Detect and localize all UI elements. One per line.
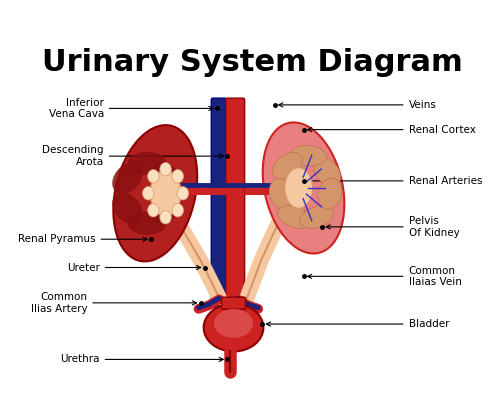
Ellipse shape: [204, 304, 264, 351]
FancyBboxPatch shape: [226, 98, 244, 308]
Ellipse shape: [278, 206, 312, 228]
Text: Veins: Veins: [278, 100, 436, 110]
Ellipse shape: [290, 146, 326, 166]
Text: Renal Pyramus: Renal Pyramus: [18, 234, 147, 244]
Ellipse shape: [114, 125, 197, 262]
Ellipse shape: [150, 170, 181, 216]
Ellipse shape: [270, 178, 293, 209]
FancyBboxPatch shape: [222, 297, 246, 309]
Ellipse shape: [128, 212, 166, 235]
Ellipse shape: [112, 163, 142, 194]
Text: Urinary System Diagram: Urinary System Diagram: [42, 48, 463, 78]
Ellipse shape: [128, 152, 166, 175]
Text: Descending
Arota: Descending Arota: [42, 145, 224, 167]
Text: Common
Ilias Artery: Common Ilias Artery: [30, 292, 196, 314]
Text: Ureter: Ureter: [67, 262, 200, 273]
Ellipse shape: [318, 178, 342, 209]
Ellipse shape: [272, 152, 302, 179]
Ellipse shape: [177, 186, 188, 200]
Ellipse shape: [172, 204, 184, 217]
Ellipse shape: [284, 168, 312, 208]
Ellipse shape: [152, 163, 182, 194]
Text: Renal Arteries: Renal Arteries: [308, 176, 482, 186]
Text: Inferior
Vena Cava: Inferior Vena Cava: [48, 98, 213, 119]
Ellipse shape: [314, 157, 340, 186]
Ellipse shape: [172, 170, 184, 183]
Ellipse shape: [214, 309, 253, 338]
Text: Common
Ilaias Vein: Common Ilaias Vein: [308, 266, 462, 287]
Ellipse shape: [148, 170, 159, 183]
Text: Renal Cortex: Renal Cortex: [308, 124, 476, 135]
Text: Bladder: Bladder: [266, 319, 449, 329]
FancyBboxPatch shape: [212, 98, 226, 308]
Ellipse shape: [152, 193, 182, 224]
Ellipse shape: [262, 122, 344, 253]
Text: Pelvis
Of Kidney: Pelvis Of Kidney: [326, 216, 460, 237]
Ellipse shape: [148, 204, 159, 217]
Ellipse shape: [300, 206, 334, 228]
Ellipse shape: [160, 162, 172, 176]
Ellipse shape: [160, 211, 172, 224]
Ellipse shape: [112, 193, 142, 224]
Text: Urethra: Urethra: [60, 355, 224, 364]
Ellipse shape: [142, 186, 154, 200]
